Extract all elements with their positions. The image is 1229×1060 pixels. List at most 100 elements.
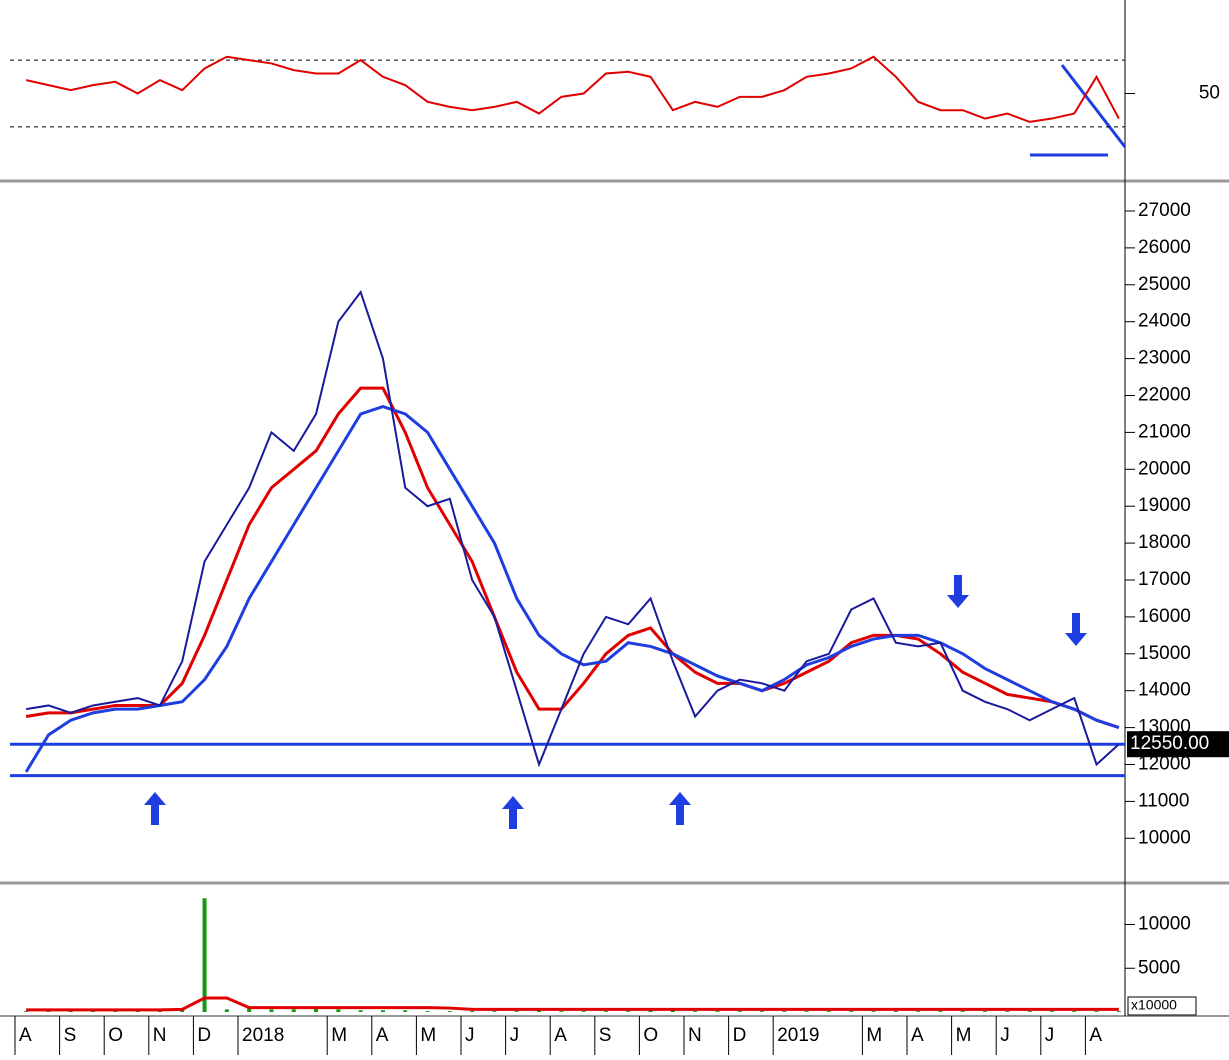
x-tick-label: A	[19, 1025, 32, 1046]
volume-bar	[135, 1011, 140, 1012]
y-tick-label: 10000	[1138, 914, 1191, 935]
x-tick-label: O	[108, 1025, 123, 1046]
volume-bar	[782, 1011, 787, 1012]
series-line	[24, 404, 1120, 773]
x-tick-label: M	[420, 1025, 436, 1046]
volume-bar	[403, 1010, 408, 1012]
x-tick-label: M	[331, 1025, 347, 1046]
y-tick-label: 14000	[1138, 680, 1191, 701]
volume-bar	[537, 1010, 542, 1012]
unit-box	[1127, 996, 1197, 1016]
volume-bar	[470, 1011, 475, 1012]
series-line	[25, 386, 1120, 730]
volume-bar	[46, 1011, 51, 1012]
y-tick-label: 22000	[1138, 385, 1191, 406]
y-tick-label: 27000	[1138, 200, 1191, 221]
down-arrow	[947, 575, 969, 608]
x-tick-label: O	[643, 1025, 658, 1046]
trend-line	[1060, 64, 1127, 148]
volume-bar	[938, 1011, 943, 1012]
up-arrow	[144, 792, 166, 825]
x-tick-label: 2018	[242, 1025, 284, 1046]
down-arrow	[1065, 613, 1087, 646]
x-tick-label: A	[911, 1025, 924, 1046]
volume-bar	[314, 1006, 319, 1012]
volume-bar	[826, 1011, 831, 1012]
price-label: 12550.00	[1130, 733, 1209, 754]
y-tick-label: 24000	[1138, 311, 1191, 332]
volume-bar	[1116, 1011, 1121, 1012]
y-tick-label: 21000	[1138, 421, 1191, 442]
x-tick-label: J	[1000, 1025, 1010, 1046]
volume-bar	[1072, 1011, 1077, 1012]
up-arrow	[669, 792, 691, 825]
volume-bar	[447, 1011, 452, 1012]
volume-bar	[336, 1009, 341, 1012]
volume-bar	[849, 1011, 854, 1012]
volume-bar	[24, 1011, 29, 1012]
volume-bar	[916, 1011, 921, 1012]
volume-bar	[1005, 1011, 1010, 1012]
up-arrow	[502, 796, 524, 829]
y-tick-label: 12000	[1138, 754, 1191, 775]
x-tick-label: N	[153, 1025, 167, 1046]
y-tick-label: 26000	[1138, 237, 1191, 258]
volume-bar	[804, 1011, 809, 1012]
y-tick-label: 25000	[1138, 274, 1191, 295]
y-tick-label: 5000	[1138, 957, 1180, 978]
y-tick-label: 10000	[1138, 827, 1191, 848]
x-tick-label: M	[866, 1025, 882, 1046]
volume-bar	[1094, 1011, 1099, 1012]
y-tick-label: 17000	[1138, 569, 1191, 590]
volume-bar	[202, 898, 207, 1012]
x-tick-label: A	[376, 1025, 389, 1046]
x-tick-label: D	[733, 1025, 747, 1046]
x-tick-label: N	[688, 1025, 702, 1046]
volume-bar	[626, 1011, 631, 1012]
volume-bar	[492, 1011, 497, 1012]
x-tick-label: J	[1045, 1025, 1055, 1046]
x-tick-label: S	[599, 1025, 612, 1046]
volume-bar	[1049, 1011, 1054, 1012]
x-tick-label: D	[197, 1025, 211, 1046]
volume-bar	[693, 1011, 698, 1012]
volume-bar	[893, 1011, 898, 1012]
x-tick-label: J	[465, 1025, 475, 1046]
y-tick-label: 50	[1199, 83, 1220, 104]
y-tick-label: 20000	[1138, 458, 1191, 479]
y-tick-label: 23000	[1138, 348, 1191, 369]
volume-bar	[269, 1009, 274, 1012]
y-tick-label: 16000	[1138, 606, 1191, 627]
x-tick-label: A	[554, 1025, 567, 1046]
volume-bar	[1027, 1011, 1032, 1012]
volume-bar	[68, 1011, 73, 1012]
volume-bar	[715, 1011, 720, 1012]
x-tick-label: M	[956, 1025, 972, 1046]
volume-bar	[871, 1011, 876, 1012]
volume-bar	[760, 1011, 765, 1012]
volume-bar	[113, 1011, 118, 1012]
series-line	[25, 290, 1120, 768]
volume-bar	[581, 1011, 586, 1012]
unit-label: x10000	[1131, 997, 1177, 1013]
x-tick-label: S	[64, 1025, 77, 1046]
price-label-bg	[1127, 731, 1229, 758]
volume-bar	[737, 1011, 742, 1012]
volume-bar	[960, 1011, 965, 1012]
volume-bar	[983, 1011, 988, 1012]
volume-bar	[291, 1009, 296, 1012]
y-tick-label: 19000	[1138, 495, 1191, 516]
series-line	[25, 55, 1120, 123]
x-tick-label: A	[1089, 1025, 1102, 1046]
volume-bar	[224, 1009, 229, 1012]
volume-bar	[559, 1011, 564, 1012]
volume-bar	[425, 1011, 430, 1012]
volume-bar	[91, 1011, 96, 1012]
volume-bar	[514, 1011, 519, 1012]
volume-bar	[670, 1010, 675, 1012]
arrows	[144, 575, 1087, 829]
volume-bar	[247, 1008, 252, 1012]
x-tick-label: 2019	[777, 1025, 819, 1046]
